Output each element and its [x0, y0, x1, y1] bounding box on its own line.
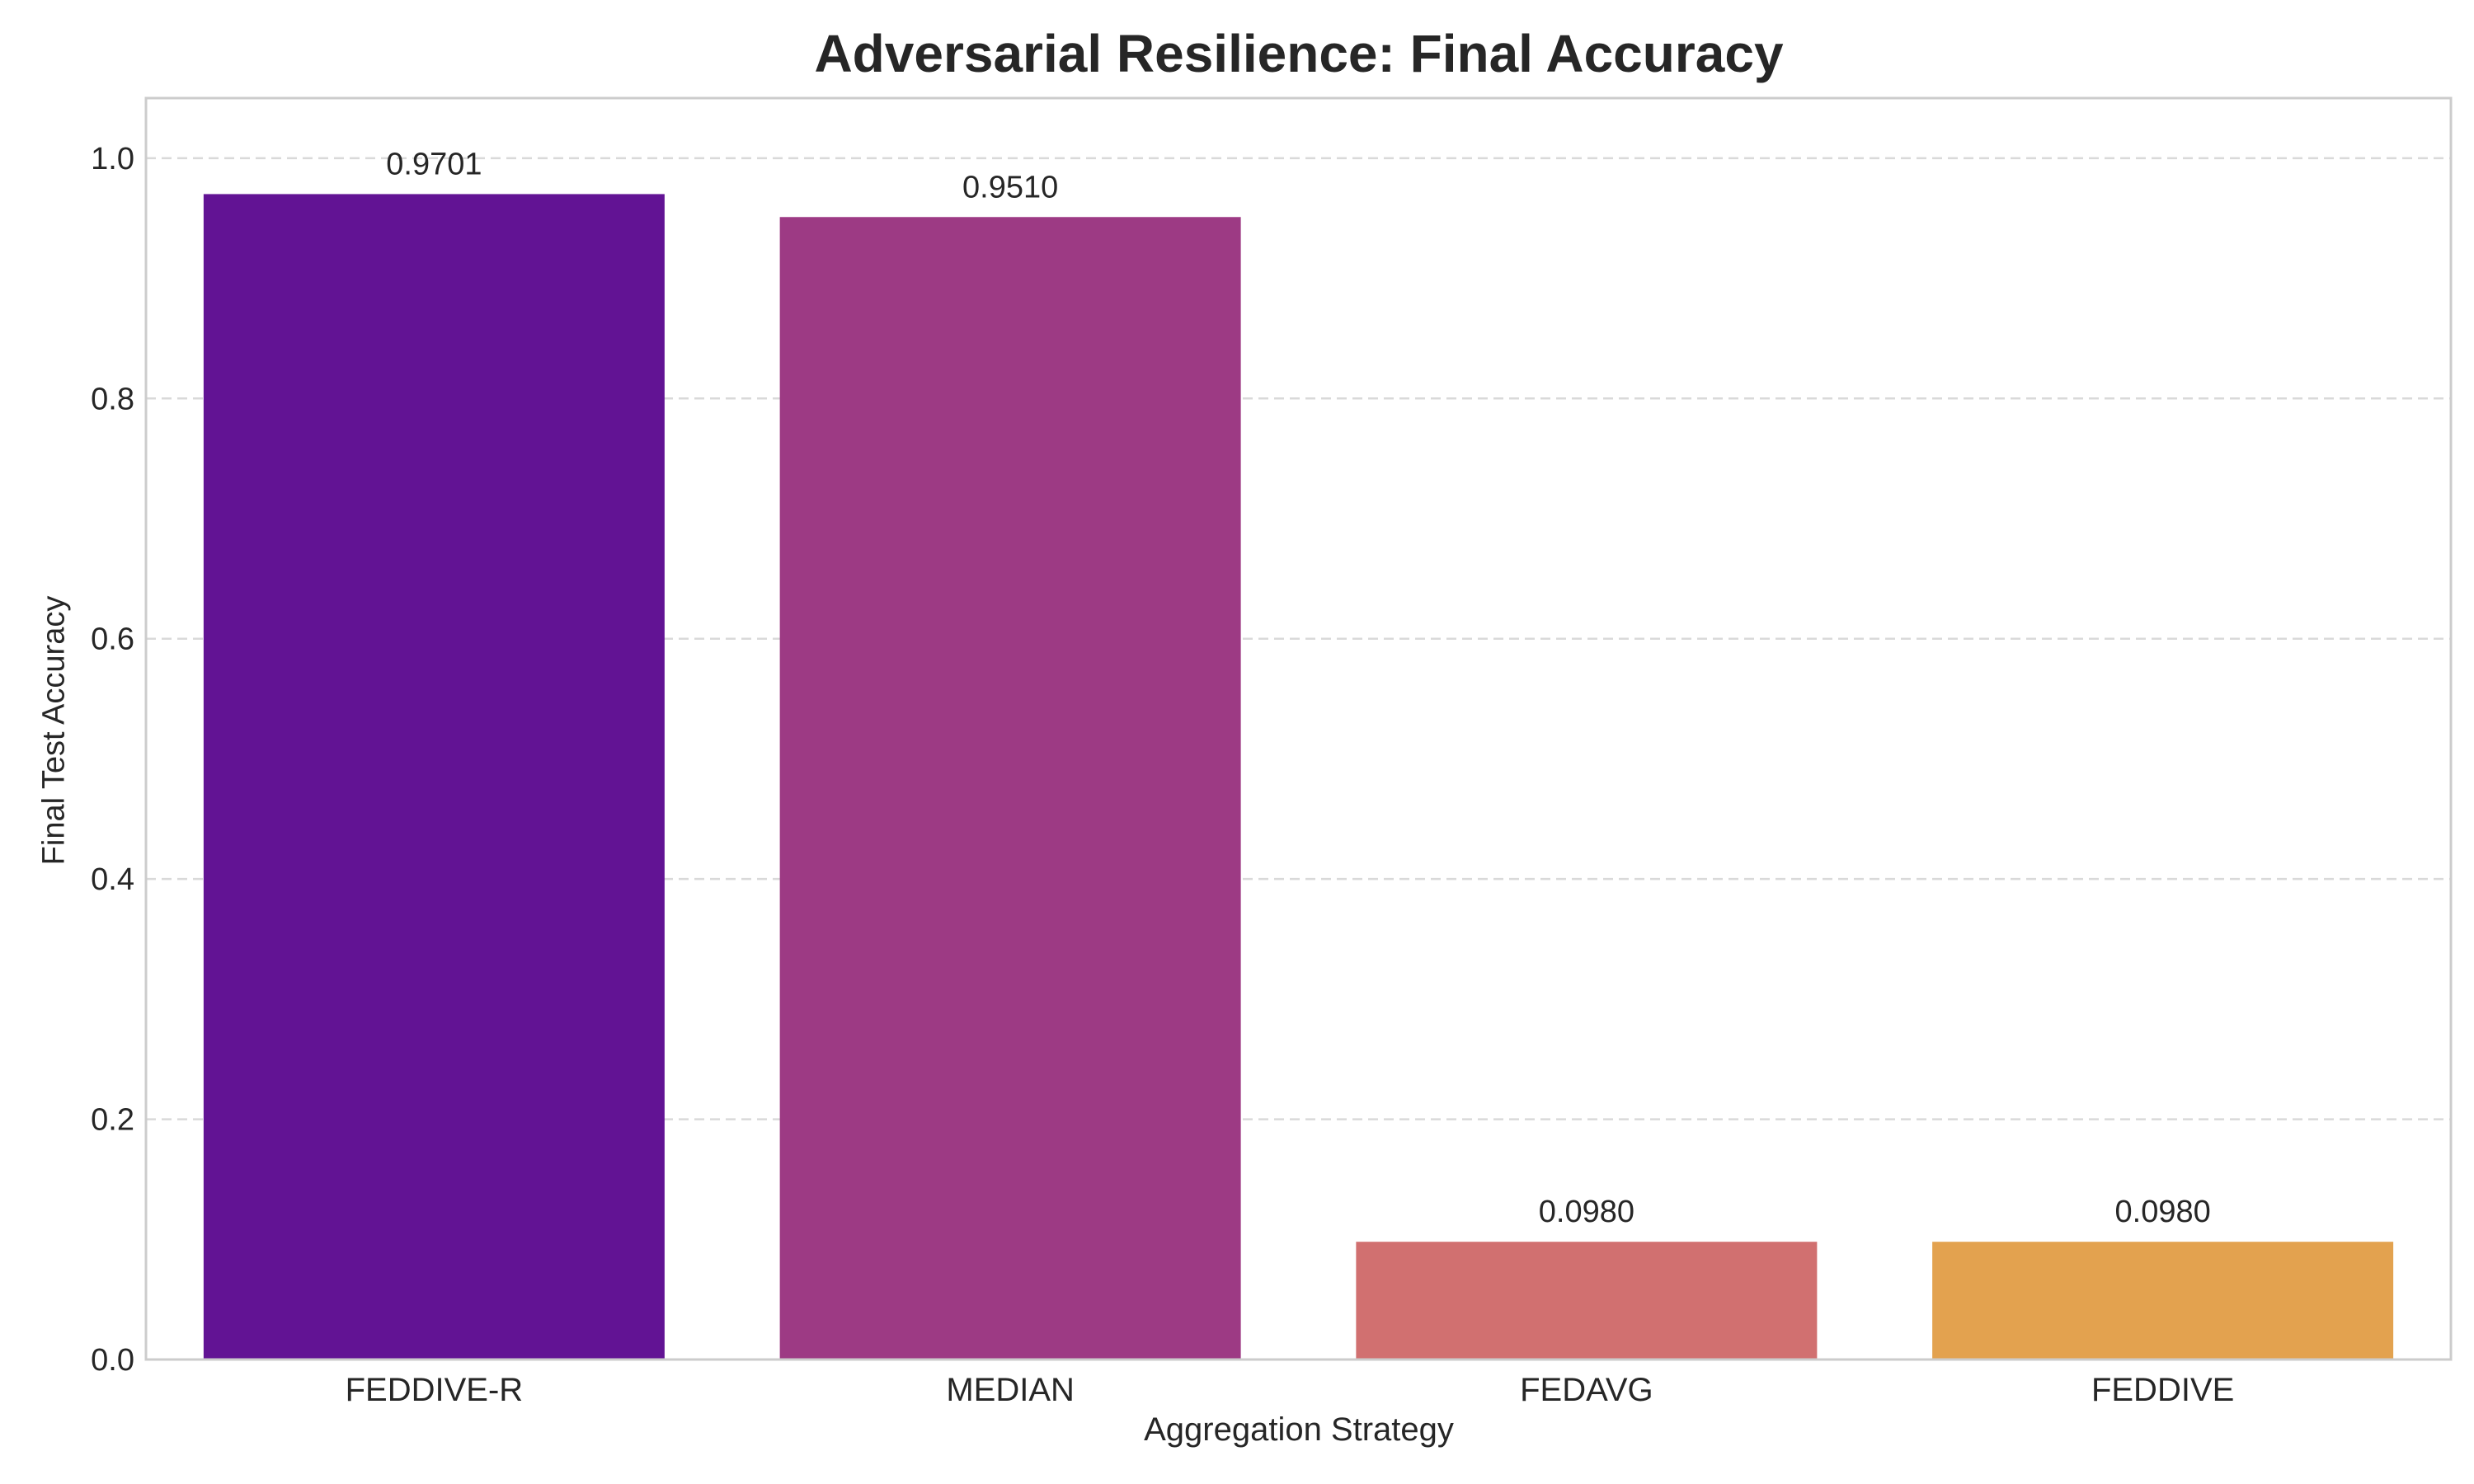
bar-value-labels: 0.9701 0.9510 0.0980 0.0980 — [386, 147, 2210, 1229]
y-tick-label: 0.6 — [91, 622, 134, 657]
y-tick-label: 0.0 — [91, 1343, 134, 1378]
y-axis-label: Final Test Accuracy — [36, 595, 72, 866]
bar-value-label: 0.0980 — [2115, 1195, 2211, 1229]
bar-value-label: 0.0980 — [1539, 1195, 1634, 1229]
x-tick-label: FEDDIVE-R — [346, 1372, 524, 1408]
bar — [203, 194, 665, 1360]
x-tick-label: FEDDIVE — [2091, 1372, 2234, 1408]
chart-title: Adversarial Resilience: Final Accuracy — [814, 24, 1784, 83]
bar — [1932, 1242, 2394, 1360]
y-tick-label: 0.8 — [91, 382, 134, 416]
y-tick-label: 1.0 — [91, 142, 134, 176]
y-tick-label: 0.4 — [91, 862, 134, 897]
bar-value-label: 0.9510 — [962, 170, 1058, 204]
x-tick-label: FEDAVG — [1520, 1372, 1653, 1408]
bar — [1356, 1242, 1818, 1360]
bar — [779, 217, 1241, 1360]
x-axis-label: Aggregation Strategy — [1144, 1411, 1454, 1448]
axis-ticks: 0.0 0.2 0.4 0.6 0.8 1.0 FEDDIVE-R MEDIAN FEDAVG F… — [91, 142, 2234, 1408]
bar-value-label: 0.9701 — [386, 147, 482, 181]
y-tick-label: 0.2 — [91, 1103, 134, 1138]
bars — [203, 194, 2394, 1360]
x-tick-label: MEDIAN — [946, 1372, 1075, 1408]
plot-frame — [144, 96, 2453, 1361]
